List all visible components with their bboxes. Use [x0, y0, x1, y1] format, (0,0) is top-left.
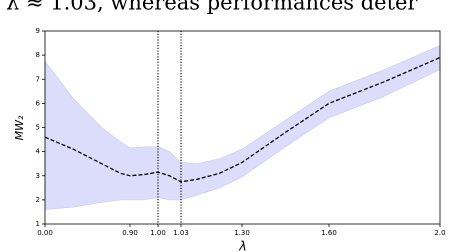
x-tick-label: 2.0 — [434, 229, 445, 237]
x-tick-label: 0.90 — [122, 229, 138, 237]
y-axis-label: MW₂ — [13, 115, 26, 140]
x-tick-label: 1.03 — [173, 229, 189, 237]
y-tick-label: 7 — [36, 75, 40, 83]
x-axis-label: λ — [238, 240, 247, 252]
y-tick-label: 2 — [36, 196, 40, 204]
y-tick-label: 4 — [36, 148, 41, 156]
y-tick-label: 3 — [36, 172, 40, 180]
y-tick-label: 5 — [36, 124, 40, 132]
y-tick-label: 9 — [36, 27, 40, 35]
mean-line — [44, 56, 441, 183]
y-tick-label: 6 — [36, 99, 41, 107]
y-tick-label: 8 — [36, 51, 40, 59]
x-tick-label: 0.00 — [37, 229, 53, 237]
context-text: λ ≈ 1.03, whereas performances deter — [6, 0, 418, 15]
confidence-band — [44, 45, 441, 210]
x-tick-label: 1.30 — [234, 229, 250, 237]
y-tick-label: 1 — [36, 220, 40, 228]
x-tick-label: 1.60 — [321, 229, 337, 237]
x-tick-label: 1.00 — [150, 229, 166, 237]
